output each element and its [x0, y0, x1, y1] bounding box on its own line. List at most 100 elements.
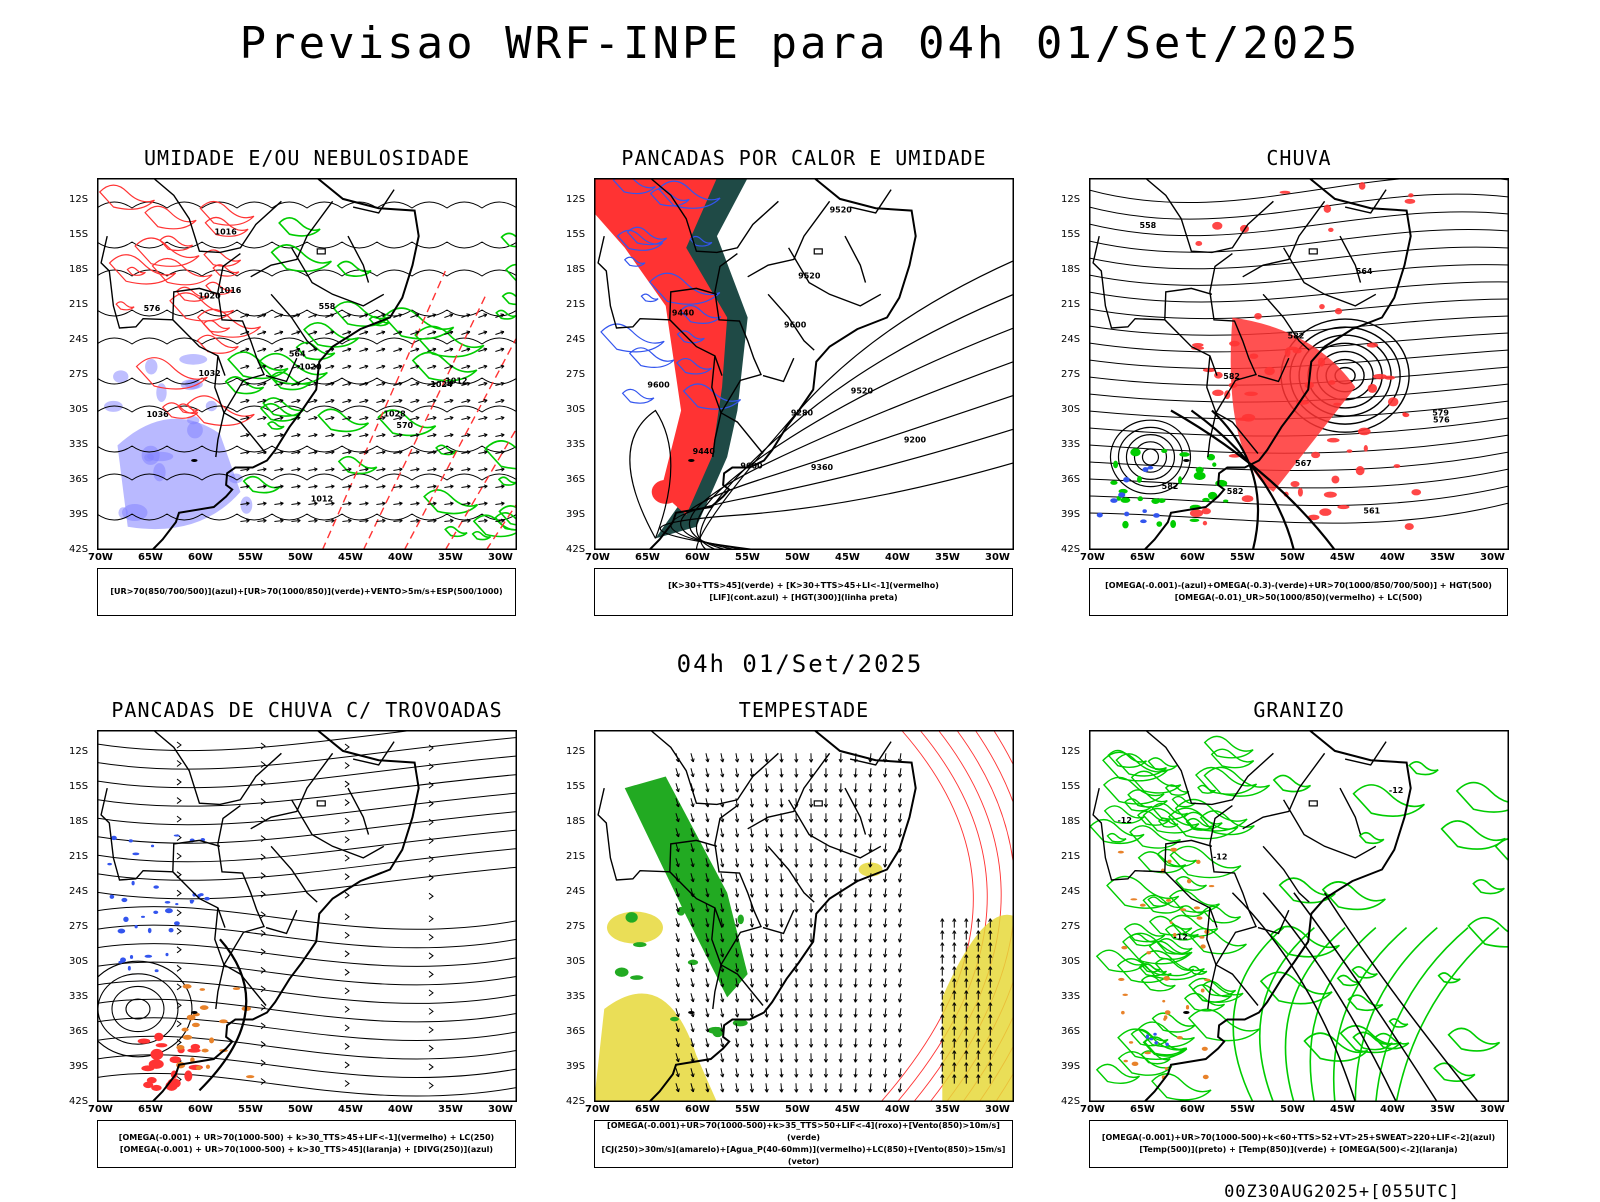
contour-label: 579	[1432, 408, 1449, 417]
lat-tick-label: 33S	[566, 991, 585, 1002]
map-plot: -12-12-12-12	[1089, 730, 1509, 1102]
panel-title: PANCADAS DE CHUVA C/ TROVOADAS	[97, 698, 517, 722]
lat-tick-label: 36S	[1061, 1026, 1080, 1037]
lon-tick-label: 40W	[885, 1104, 910, 1115]
contour-label: -12	[1173, 932, 1187, 941]
contour-label: 9600	[784, 321, 807, 330]
lat-tick-label: 24S	[69, 886, 88, 897]
legend-line: [OMEGA(-0.001)+UR>70(1000-500)+k>35_TTS>…	[595, 1120, 1012, 1144]
lon-tick-label: 30W	[488, 1104, 513, 1115]
lat-tick-label: 33S	[1061, 991, 1080, 1002]
lon-tick-label: 30W	[1480, 1104, 1505, 1115]
lon-tick-label: 30W	[488, 552, 513, 563]
lat-tick-label: 36S	[566, 1026, 585, 1037]
contour-label: 561	[1363, 506, 1380, 515]
lon-tick-label: 55W	[238, 552, 263, 563]
legend-line: [OMEGA(-0.001)-(azul)+OMEGA(-0.3)-(verde…	[1090, 580, 1507, 592]
lon-tick-label: 50W	[785, 1104, 810, 1115]
legend-box: [UR>70(850/700/500)](azul)+[UR>70(1000/8…	[97, 568, 516, 616]
lon-tick-label: 50W	[785, 552, 810, 563]
lat-tick-label: 24S	[69, 334, 88, 345]
contour-label: 564	[1356, 267, 1373, 276]
lat-tick-label: 39S	[1061, 509, 1080, 520]
map-graphic: 9600960096009520952095209440944093609280…	[594, 178, 1014, 550]
lat-tick-label: 24S	[566, 334, 585, 345]
legend-line: [CJ(250)>30m/s](amarelo)+[Agua_P(40-60mm…	[595, 1144, 1012, 1168]
legend-box: [OMEGA(-0.001)+UR>70(1000-500)+k<60+TTS>…	[1089, 1120, 1508, 1168]
contour-label: 582	[1223, 372, 1240, 381]
lat-tick-label: 30S	[69, 404, 88, 415]
lon-tick-label: 40W	[388, 1104, 413, 1115]
legend-line: [OMEGA(-0.001) + UR>70(1000-500) + k>30_…	[98, 1144, 515, 1156]
panel-title: GRANIZO	[1089, 698, 1509, 722]
contour-label: 9280	[791, 408, 814, 417]
lon-tick-label: 45W	[1330, 1104, 1355, 1115]
lon-tick-label: 65W	[1130, 552, 1155, 563]
contour-label: 1012	[445, 377, 467, 386]
lon-tick-label: 30W	[985, 1104, 1010, 1115]
contour-label: 1036	[146, 410, 169, 419]
contour-label: -12	[1117, 816, 1131, 825]
lon-tick-label: 55W	[735, 552, 760, 563]
contour-label: 9520	[830, 205, 853, 214]
lon-tick-label: 30W	[1480, 552, 1505, 563]
lat-tick-label: 33S	[69, 991, 88, 1002]
map-plot	[97, 730, 517, 1102]
lat-tick-label: 42S	[1061, 544, 1080, 555]
lon-tick-label: 35W	[1430, 1104, 1455, 1115]
contour-label: 9360	[811, 463, 834, 472]
lat-tick-label: 24S	[1061, 886, 1080, 897]
legend-line: [Temp(500)](preto) + [Temp(850)](verde) …	[1090, 1144, 1507, 1156]
lat-tick-label: 12S	[1061, 746, 1080, 757]
lat-tick-label: 12S	[566, 746, 585, 757]
legend-line: [OMEGA(-0.001)+UR>70(1000-500)+k<60+TTS>…	[1090, 1132, 1507, 1144]
lat-tick-label: 15S	[566, 781, 585, 792]
lat-tick-label: 24S	[1061, 334, 1080, 345]
lat-tick-label: 36S	[69, 1026, 88, 1037]
lon-tick-label: 60W	[188, 1104, 213, 1115]
lon-tick-label: 70W	[585, 552, 610, 563]
legend-box: [OMEGA(-0.001) + UR>70(1000-500) + k>30_…	[97, 1120, 516, 1168]
lon-tick-label: 60W	[685, 1104, 710, 1115]
contour-label: 576	[144, 304, 161, 313]
lat-tick-label: 39S	[566, 1061, 585, 1072]
lat-tick-label: 39S	[69, 1061, 88, 1072]
lat-tick-label: 42S	[69, 544, 88, 555]
lon-tick-label: 60W	[685, 552, 710, 563]
model-run-label: 00Z30AUG2025+[055UTC]	[1224, 1182, 1460, 1202]
lon-tick-label: 35W	[438, 1104, 463, 1115]
lat-tick-label: 27S	[69, 369, 88, 380]
contour-label: 1032	[198, 369, 220, 378]
contour-label: 558	[1140, 221, 1157, 230]
panel-title: PANCADAS POR CALOR E UMIDADE	[594, 146, 1014, 170]
lat-tick-label: 30S	[566, 956, 585, 967]
lon-tick-label: 55W	[735, 1104, 760, 1115]
lon-tick-label: 65W	[138, 552, 163, 563]
contour-label: 1016	[219, 286, 242, 295]
lon-tick-label: 40W	[1380, 552, 1405, 563]
legend-line: [OMEGA(-0.001) + UR>70(1000-500) + k>30_…	[98, 1132, 515, 1144]
lon-tick-label: 35W	[1430, 552, 1455, 563]
contour-label: 582	[1227, 487, 1244, 496]
lat-tick-label: 15S	[566, 229, 585, 240]
lon-tick-label: 65W	[1130, 1104, 1155, 1115]
lat-tick-label: 42S	[69, 1096, 88, 1107]
lat-tick-label: 30S	[566, 404, 585, 415]
lon-tick-label: 55W	[1230, 552, 1255, 563]
lon-tick-label: 45W	[338, 1104, 363, 1115]
lat-tick-label: 27S	[1061, 921, 1080, 932]
map-plot	[594, 730, 1014, 1102]
lat-tick-label: 27S	[566, 369, 585, 380]
legend-line: [OMEGA(-0.01)_UR>50(1000/850)(vermelho) …	[1090, 592, 1507, 604]
legend-box: [OMEGA(-0.001)+UR>70(1000-500)+k>35_TTS>…	[594, 1120, 1013, 1168]
map-graphic: 1012102010161024102810321036101210161020…	[97, 178, 517, 550]
contour-label: 1020	[198, 291, 221, 300]
lon-tick-label: 40W	[885, 552, 910, 563]
lat-tick-label: 33S	[566, 439, 585, 450]
lat-tick-label: 36S	[566, 474, 585, 485]
lon-tick-label: 45W	[338, 552, 363, 563]
lat-tick-label: 15S	[69, 229, 88, 240]
map-graphic: -12-12-12-12	[1089, 730, 1509, 1102]
